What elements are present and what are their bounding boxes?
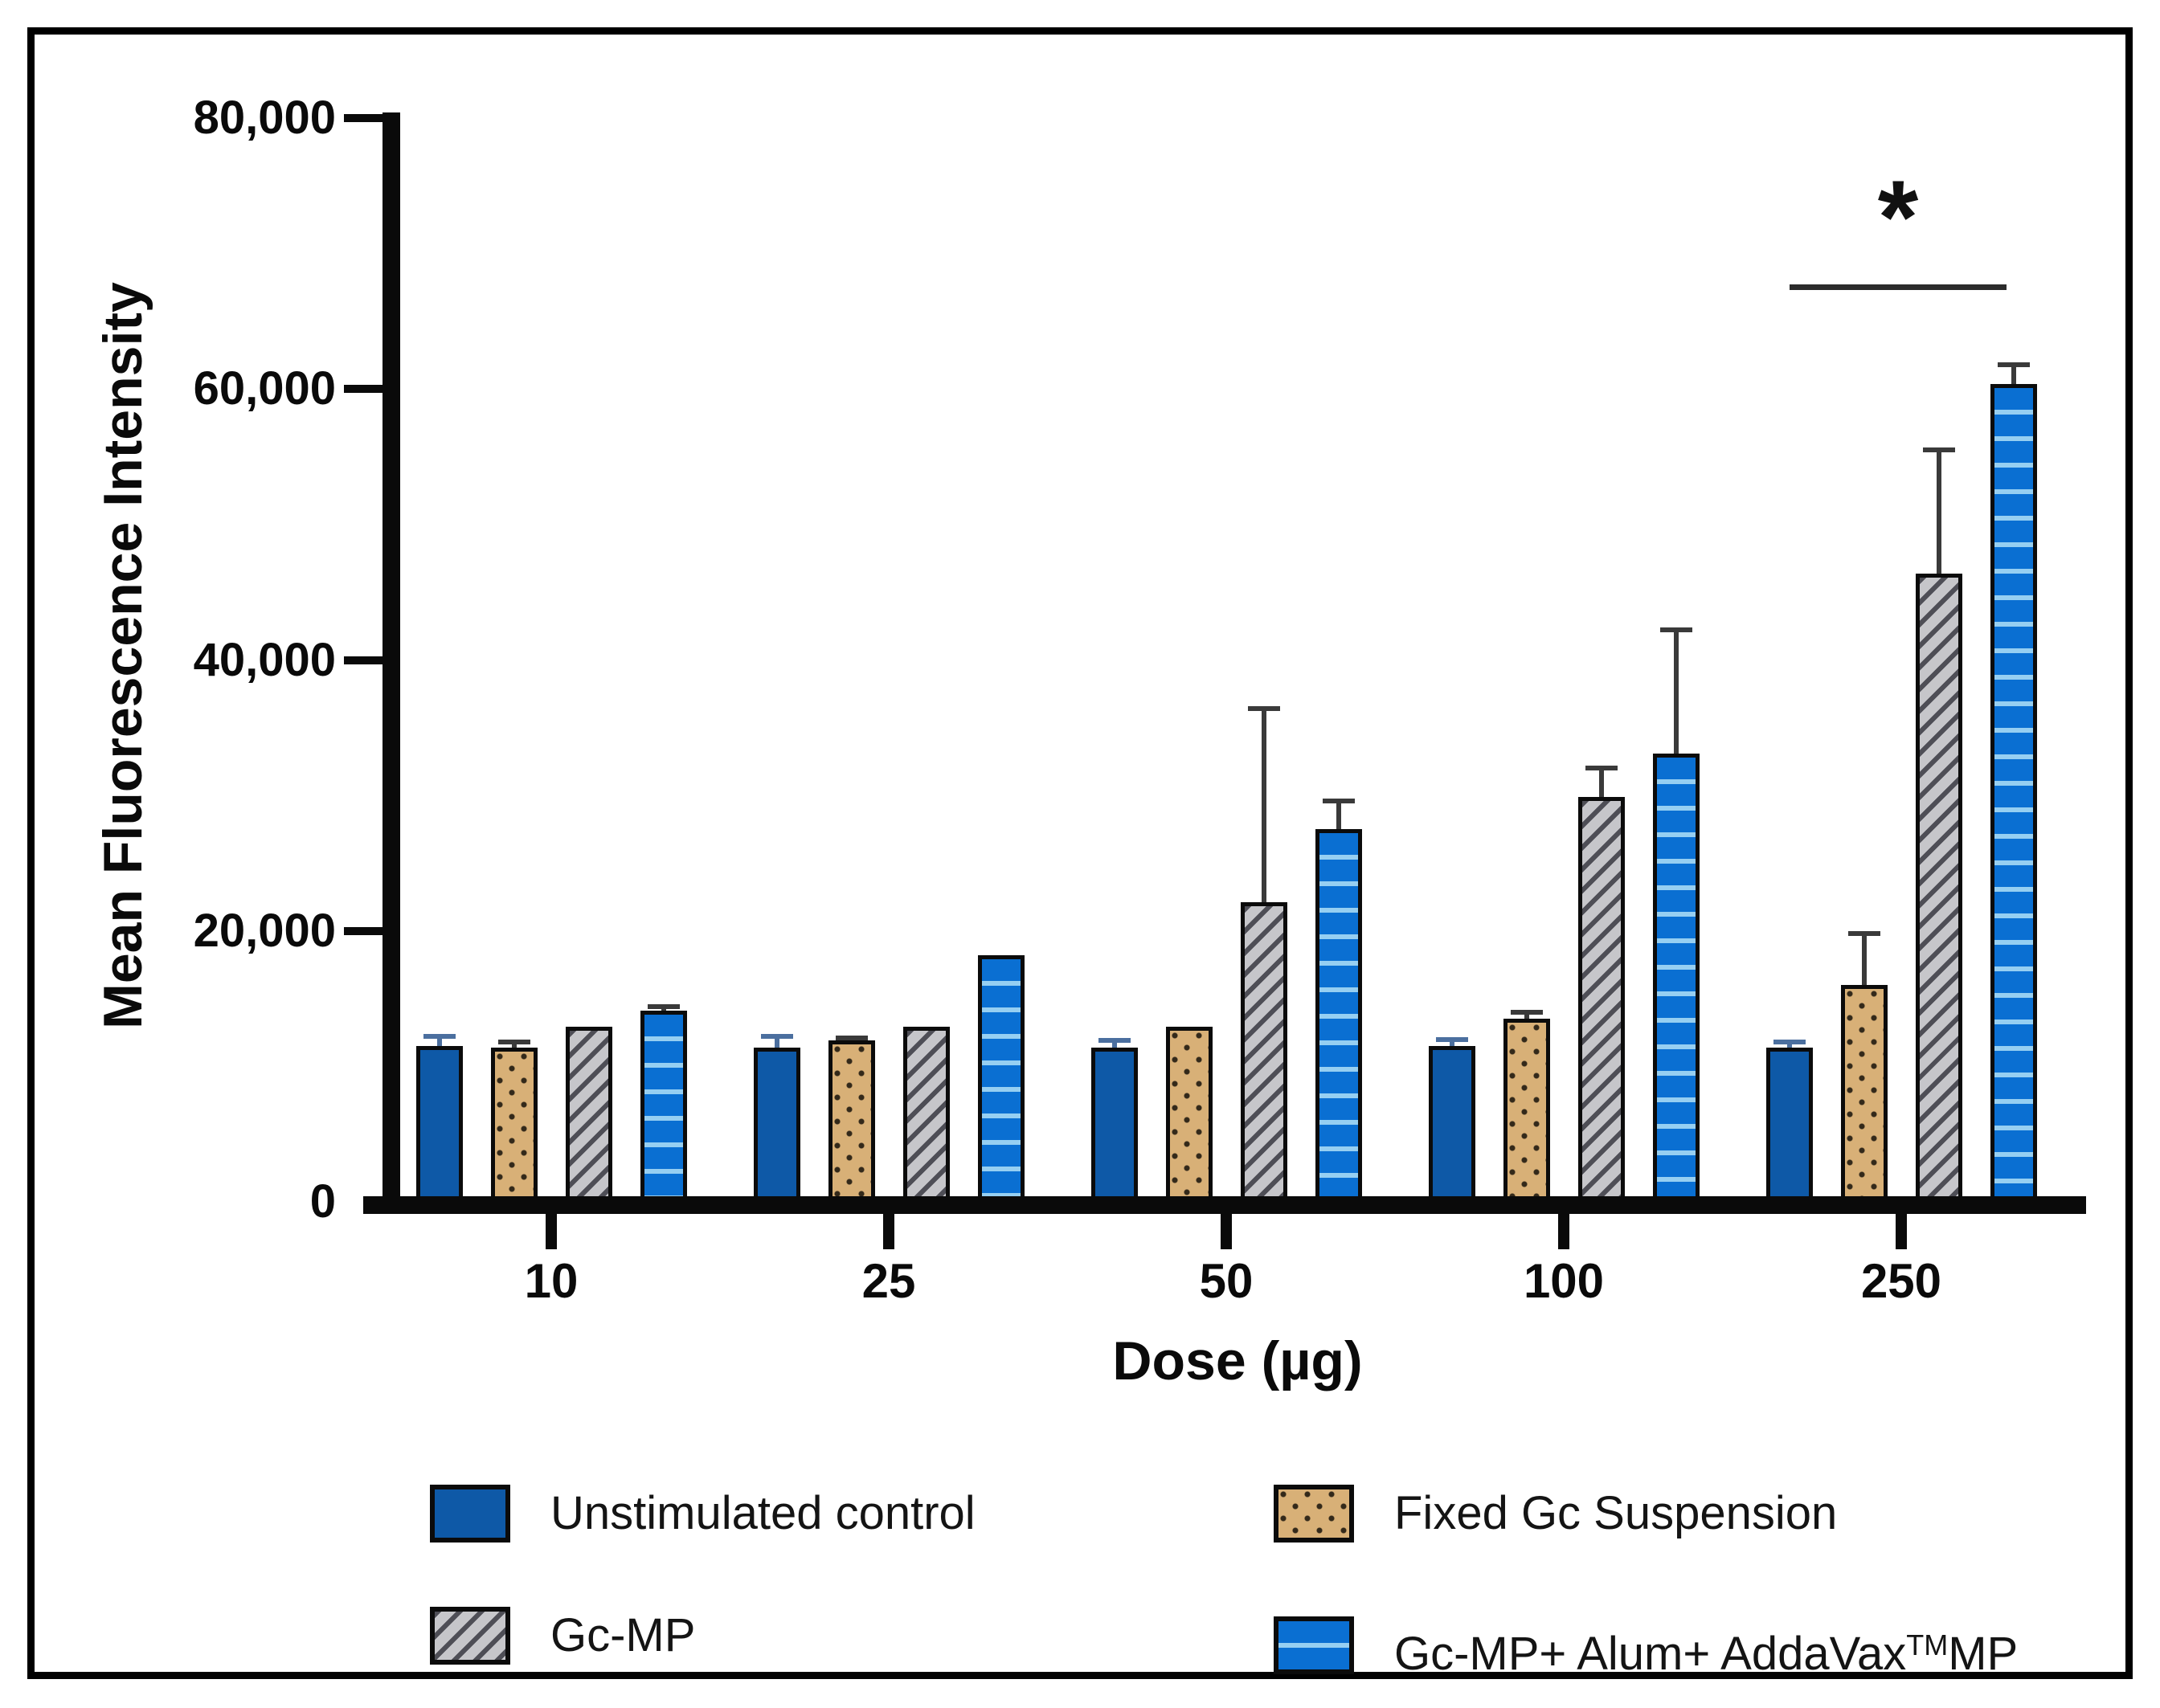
error-bar-cap bbox=[1511, 1009, 1543, 1015]
bar-gc-mp-dose-25 bbox=[903, 1027, 950, 1207]
error-bar-cap bbox=[1248, 706, 1280, 712]
bar-gc-mp-alum-addavax-mp-dose-250 bbox=[1990, 383, 2037, 1207]
bar-unstimulated-control-dose-10 bbox=[416, 1046, 463, 1207]
legend-label-text-after: MP bbox=[1948, 1628, 2019, 1680]
legend-label-text: Unstimulated control bbox=[550, 1487, 976, 1539]
x-tick-mark bbox=[883, 1214, 894, 1249]
x-tick-label: 10 bbox=[524, 1254, 579, 1308]
error-bar-stem bbox=[1862, 934, 1867, 997]
bar-fixed-gc-suspension-dose-25 bbox=[828, 1040, 875, 1207]
legend-label: Gc-MP+ Alum+ AddaVaxTMMP bbox=[1394, 1613, 2018, 1686]
error-bar-cap bbox=[1773, 1040, 1806, 1045]
bar-fixed-gc-suspension-dose-100 bbox=[1503, 1019, 1550, 1207]
error-bar-stem bbox=[2011, 364, 2016, 395]
bar-gc-mp-alum-addavax-mp-dose-10 bbox=[640, 1011, 687, 1207]
x-tick-mark bbox=[546, 1214, 557, 1249]
legend-label-text: Gc-MP+ Alum+ AddaVax bbox=[1394, 1628, 1907, 1680]
y-axis-line bbox=[382, 112, 400, 1214]
error-bar-cap bbox=[498, 1040, 530, 1045]
error-bar-cap bbox=[761, 1034, 793, 1040]
legend-label-text: Fixed Gc Suspension bbox=[1394, 1487, 1838, 1539]
bar-gc-mp-alum-addavax-mp-dose-50 bbox=[1315, 829, 1362, 1207]
significance-line bbox=[1790, 284, 2007, 290]
x-tick-label: 250 bbox=[1860, 1254, 1942, 1308]
bar-gc-mp-alum-addavax-mp-dose-25 bbox=[978, 955, 1025, 1207]
x-tick-label: 100 bbox=[1523, 1254, 1605, 1308]
bar-unstimulated-control-dose-50 bbox=[1091, 1047, 1138, 1207]
error-bar-stem bbox=[1336, 800, 1341, 841]
y-tick-label: 80,000 bbox=[193, 92, 336, 144]
error-bar-cap bbox=[1585, 766, 1618, 771]
error-bar-cap bbox=[648, 1004, 680, 1010]
y-tick-mark bbox=[344, 385, 382, 394]
bar-gc-mp-dose-100 bbox=[1578, 796, 1625, 1207]
legend-label: Gc-MP bbox=[550, 1604, 695, 1668]
x-tick-mark bbox=[1221, 1214, 1232, 1249]
error-bar-cap bbox=[1323, 798, 1355, 803]
y-tick-label: 60,000 bbox=[193, 362, 336, 415]
error-bar-cap bbox=[1660, 627, 1692, 633]
bar-fixed-gc-suspension-dose-250 bbox=[1841, 985, 1888, 1207]
bar-gc-mp-alum-addavax-mp-dose-100 bbox=[1653, 753, 1700, 1207]
tan-dots-legend-swatch bbox=[1274, 1485, 1354, 1543]
solid-blue-legend-swatch bbox=[430, 1485, 510, 1543]
error-bar-stem bbox=[1937, 450, 1941, 585]
x-axis-title: Dose (µg) bbox=[1112, 1330, 1363, 1391]
bar-gc-mp-dose-250 bbox=[1916, 573, 1962, 1207]
y-tick-label: 20,000 bbox=[193, 904, 336, 957]
trademark-superscript: TM bbox=[1906, 1628, 1949, 1661]
error-bar-cap bbox=[1098, 1038, 1131, 1044]
bar-gc-mp-dose-50 bbox=[1241, 902, 1287, 1207]
y-tick-mark bbox=[344, 926, 382, 935]
error-bar-cap bbox=[423, 1034, 456, 1040]
bar-unstimulated-control-dose-25 bbox=[754, 1047, 800, 1207]
legend-label-text: Gc-MP bbox=[550, 1609, 696, 1661]
error-bar-stem bbox=[1262, 709, 1266, 914]
x-tick-mark bbox=[1896, 1214, 1907, 1249]
error-bar-cap bbox=[1436, 1036, 1468, 1042]
bar-fixed-gc-suspension-dose-10 bbox=[491, 1047, 538, 1207]
bar-fixed-gc-suspension-dose-50 bbox=[1166, 1027, 1213, 1207]
error-bar-cap bbox=[1998, 362, 2030, 367]
bar-gc-mp-dose-10 bbox=[566, 1027, 612, 1207]
error-bar-cap bbox=[836, 1035, 868, 1040]
bar-unstimulated-control-dose-100 bbox=[1429, 1046, 1475, 1207]
x-tick-label: 50 bbox=[1199, 1254, 1254, 1308]
x-tick-label: 25 bbox=[861, 1254, 916, 1308]
error-bar-stem bbox=[1674, 630, 1679, 765]
bar-unstimulated-control-dose-250 bbox=[1766, 1047, 1813, 1207]
y-tick-label: 40,000 bbox=[193, 633, 336, 686]
error-bar-cap bbox=[1848, 931, 1880, 937]
y-tick-label: 0 bbox=[309, 1175, 336, 1228]
x-tick-mark bbox=[1558, 1214, 1569, 1249]
blue-horizontal-stripes-legend-swatch bbox=[1274, 1616, 1354, 1674]
error-bar-stem bbox=[1599, 768, 1604, 808]
y-tick-mark bbox=[344, 114, 382, 122]
figure-frame bbox=[27, 27, 2133, 1679]
significance-asterisk: * bbox=[1877, 158, 1919, 276]
gray-diagonal-stripes-legend-swatch bbox=[430, 1607, 510, 1665]
legend-label: Fixed Gc Suspension bbox=[1394, 1481, 1837, 1546]
error-bar-cap bbox=[1923, 447, 1955, 453]
y-axis-title: Mean Fluorescence Intensity bbox=[92, 282, 153, 1029]
x-axis-line bbox=[363, 1196, 2086, 1214]
legend-label: Unstimulated control bbox=[550, 1481, 976, 1546]
y-tick-mark bbox=[344, 656, 382, 664]
